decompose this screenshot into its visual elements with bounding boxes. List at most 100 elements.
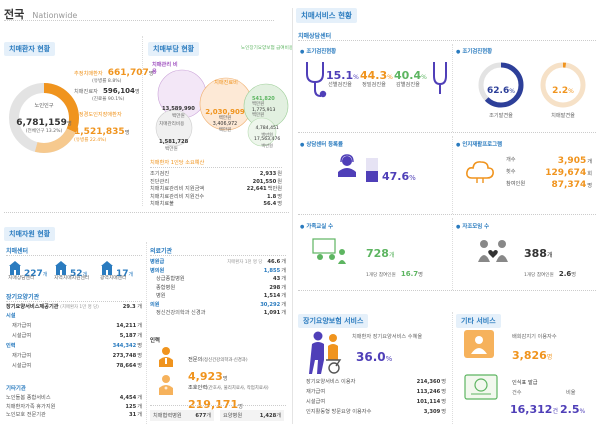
treat-stat: 치매진료자 596,104명 (진료율 90.1%) xyxy=(74,78,140,103)
rehab-row: 횟수 129,674회 xyxy=(506,168,592,178)
family-note: 1개당 참여인원 xyxy=(366,273,396,278)
medical-row-value-group: 43개 xyxy=(273,275,286,282)
ltc-row: 재가급여 14,211개 xyxy=(6,322,142,329)
medical-row-value: 1,855 xyxy=(263,267,281,274)
ltc-rate-stat: 36.0% xyxy=(356,346,392,365)
screening-title: 조기검진현황 xyxy=(300,47,336,55)
ltc-service-row-value: 214,360 xyxy=(416,379,441,385)
medical-row: 병의원 1,855개 xyxy=(150,267,286,274)
medical-row-value: 43 xyxy=(272,276,281,282)
rehab-row: 참여인원 87,374명 xyxy=(506,180,592,190)
medical-bottom-unit: 개 xyxy=(276,413,281,419)
center-value-group: 52개 xyxy=(70,261,87,280)
est-label: 추정치매환자 xyxy=(74,71,103,77)
early-rate2-unit: % xyxy=(568,88,574,95)
mci-stat: 추정경도인지장애환자 1,521,835명 (유병률 22.4%) xyxy=(74,112,129,143)
medical-row-note: 치매환자 1천 명 당 xyxy=(227,260,263,265)
burden-bubbles xyxy=(155,69,289,147)
id-rate-value: 2.5 xyxy=(560,403,580,416)
screen-label: 선별검진율 xyxy=(328,82,352,88)
center-label: 치매상담센터 xyxy=(8,276,35,281)
center-value: 17 xyxy=(116,269,129,279)
burden-ltc-values: 541,820 백만원 1,775,913 백만원 xyxy=(252,96,275,119)
mci-label: 추정경도인지장애환자 xyxy=(74,112,122,118)
ltc-row-value: 273,748 xyxy=(112,353,137,359)
rehab-row-value-group: 129,674회 xyxy=(545,168,592,178)
treat-rate: (진료율 90.1%) xyxy=(92,97,125,102)
burden-mgmt-unit: 백만원 xyxy=(172,114,185,119)
building-icon xyxy=(8,260,22,275)
early-rate1-label: 조기발견율 xyxy=(489,113,513,119)
ltc-total-note: (치매환자 1만 명 당) xyxy=(60,305,99,310)
medical-bottom-item: 요양병원 1,428개 xyxy=(220,410,284,421)
patients-header: 치매환자 현황 xyxy=(4,42,56,56)
early-title: 조기검진현황 xyxy=(456,47,492,55)
medical-row-value: 298 xyxy=(269,284,281,291)
selfhelp-note: 1개당 참여인원 xyxy=(524,273,554,278)
other-institution-row-label: 노인보호 전문기관 xyxy=(6,412,46,418)
burden-row: 치매치료관리비 지원건수 1.8명 xyxy=(150,193,282,200)
medical-row-unit: 개 xyxy=(281,301,286,308)
ltc-service-row-unit: 명 xyxy=(441,399,446,405)
burden-med-label: 치매진료비 xyxy=(214,80,238,86)
burden-other-value: 4,784,451 xyxy=(255,126,279,131)
ltc-rate-label: 치매환자 장기요양서비스 수혜율 xyxy=(352,334,423,340)
burden-row-unit: 원 xyxy=(277,178,282,185)
other-institution-row-label: 노인돌봄 종합서비스 xyxy=(6,395,51,401)
ltc-service-row-unit: 명 xyxy=(441,409,446,415)
selfhelp-note-unit: 명 xyxy=(571,272,577,278)
family-note-value: 16.7 xyxy=(400,270,419,278)
early-rate2: 2.2% xyxy=(538,78,588,97)
rehab-row-value: 87,374 xyxy=(551,180,587,190)
mci-value: 1,521,835 xyxy=(74,126,125,137)
ltc-total-row: 장기요양서비스제공기관 (치매환자 1만 명 당) 29.3 개 xyxy=(6,303,142,310)
burden-med2-value: 3,406,972 xyxy=(212,121,238,127)
burden-care: 치매관리비용 1,581,728 백만원 xyxy=(159,122,188,152)
building-icon xyxy=(100,260,114,275)
burden-row-unit: 명 xyxy=(277,193,282,200)
ltc-row-unit: 명 xyxy=(137,363,142,369)
burden-row: 치매치료불 56.4명 xyxy=(150,200,282,207)
other-institution-row-value-group: 4,454개 xyxy=(120,394,142,401)
ltc-service-row-value: 101,114 xyxy=(416,399,441,405)
burden-row-value: 1.8 xyxy=(267,193,277,200)
specialist-note: (정신건강의학과·신경과) xyxy=(202,358,248,363)
rehab-row: 개수 3,905개 xyxy=(506,156,592,166)
burden-ltc2-unit: 백만원 xyxy=(252,113,265,119)
id-rate-stat: 2.5% xyxy=(560,398,585,417)
medical-row-value2: 46.6 xyxy=(267,259,281,265)
burden-ltc-label: 노인장기요양보험 급여비용 xyxy=(240,46,294,51)
ltc-service-row-label: 인지활동형 방문요양 이용자수 xyxy=(306,409,372,415)
ltc-row-unit: 개 xyxy=(137,333,142,339)
medical-row-value-group: 298개 xyxy=(269,284,286,291)
register-stat: 47.6% xyxy=(382,165,416,184)
ltc-service-row-unit: 명 xyxy=(441,389,446,395)
ltc-row-value-group xyxy=(141,312,142,319)
id-label: 인식표 발급 xyxy=(512,380,538,386)
group-heart-icon xyxy=(478,238,508,264)
burden-mgmt: 치매관리 비용 xyxy=(152,62,212,75)
medical-row-unit: 개 xyxy=(281,267,286,274)
burden-ltc: 노인장기요양보험 급여비용 xyxy=(240,46,294,52)
rehab-row-value: 3,905 xyxy=(557,156,587,166)
family-title: 가족교실 수 xyxy=(300,222,333,230)
burden-row-value: 56.4 xyxy=(263,201,277,208)
early-donut-1 xyxy=(478,62,524,108)
medical-row-value-group: 1,855개 xyxy=(264,267,286,274)
burden-row-value-group: 22,641백만원 xyxy=(247,185,282,192)
screen-unit: % xyxy=(421,74,427,81)
ltc-service-row-value-group: 3,309명 xyxy=(424,408,446,415)
id-count-label: 건수 xyxy=(512,390,522,396)
elderly-stat: 노인인구 6,781,159명 (전체인구 13.2%) xyxy=(12,103,76,134)
page-title-sub: Nationwide xyxy=(32,11,78,20)
screen-value-group: 44.3% xyxy=(360,64,393,83)
wander-stat: 3,826명 xyxy=(512,344,552,363)
medical-row-value: 1,514 xyxy=(263,293,281,299)
medical-row-value-group: 1,514개 xyxy=(264,292,286,299)
ltc-total-unit: 개 xyxy=(137,304,142,310)
ltc-row-value: 5,187 xyxy=(119,333,137,339)
early-rate1-unit: % xyxy=(509,88,515,95)
burden-row-label: 조기검진 xyxy=(150,171,170,177)
center-label: 지역치매지원센터 xyxy=(54,276,90,281)
ltc-row: 시설급여 78,664명 xyxy=(6,362,142,369)
